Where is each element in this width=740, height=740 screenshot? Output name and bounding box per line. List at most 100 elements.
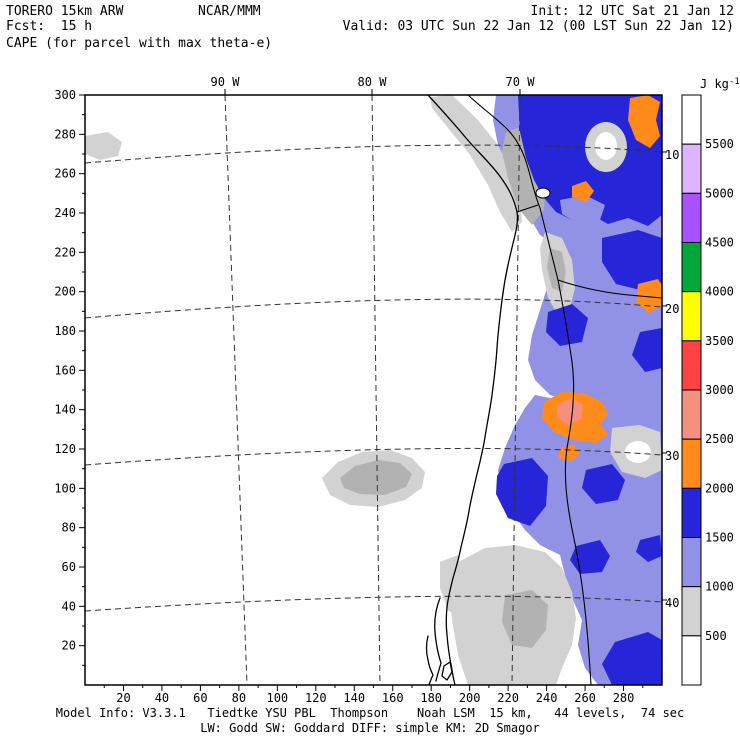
country-border [467,95,592,685]
colorbar-tick-label: 500 [705,629,727,643]
lon-line-90w [224,95,248,685]
axis-tick-label: 180 [420,691,442,705]
bottom-axis: 20 40 60 80 100 120 140 160 180 200 220 240 260 280 [103,685,644,705]
axis-tick-label: 20 [62,639,76,653]
axis-tick-label: 80 [62,521,76,535]
colorbar-segment [681,242,702,293]
axis-tick-label: 20 [116,691,130,705]
axis-tick-label: 300 [54,88,76,102]
cape-hole-white [595,132,617,160]
colorbar-tick-label: 3500 [705,334,734,348]
cape-fill-500 [430,95,522,232]
axis-tick-label: 280 [613,691,635,705]
cape-fill-500 [85,132,122,160]
axis-tick-label: 40 [62,599,76,613]
cape-fill-1500 [602,230,662,290]
colorbar-segment [681,487,702,539]
cape-fill-2000 [636,279,662,313]
cape-fill-1500 [546,304,588,346]
axis-tick-label: 80 [232,691,246,705]
colorbar-segment [681,438,702,489]
lat-line-40s [85,595,662,612]
cape-fill-2500 [557,398,583,425]
cape-hole-white [625,441,651,463]
country-border [516,204,539,213]
axis-tick-label: 60 [62,560,76,574]
model-info-line: Model Info: V3.3.1 Tiedtke YSU PBL Thomp… [55,706,685,720]
axis-tick-label: 160 [382,691,404,705]
colorbar-tick-label: 1000 [705,580,734,594]
graticule [85,95,662,685]
center-label: NCAR/MMM [198,4,261,19]
colorbar-segment [681,291,702,342]
axis-tick-label: 160 [54,363,76,377]
cape-fill-1500 [632,328,662,372]
axis-tick-label: 120 [305,691,327,705]
coastline-island [425,635,434,685]
cape-fill-2000 [558,444,580,461]
colorbar-tick-label: 2000 [705,481,734,495]
axis-tick-label: 260 [54,167,76,181]
cape-fill-1500 [602,632,662,685]
fcst-hour: Fcst: 15 h [6,19,93,34]
axis-tick-label: 260 [574,691,596,705]
axis-tick-label: 220 [54,245,76,259]
left-axis: 300 280 260 240 220 200 180 160 140 120 100 80 60 40 2… [54,88,85,666]
colorbar-segment [681,340,702,391]
colorbar-tick-label: 1500 [705,531,734,545]
axis-tick-label: 40 [155,691,169,705]
colorbar-segment [681,192,702,243]
axis-tick-label: 120 [54,442,76,456]
colorbar-unit-label: J kg-1 [700,77,740,91]
cape-fill-1500 [570,540,610,574]
colorbar-segment [681,389,702,440]
axis-tick-label: 240 [536,691,558,705]
axis-tick-label: 100 [266,691,288,705]
axis-tick-label: 60 [193,691,207,705]
cape-fill-2000 [572,181,594,202]
valid-time: Valid: 03 UTC Sun 22 Jan 12 (00 LST Sun … [342,19,734,34]
colorbar-segment [681,586,702,637]
axis-tick-label: 280 [54,127,76,141]
cape-fill-2000 [628,95,660,148]
axis-tick-label: 140 [54,403,76,417]
colorbar-tick-label: 2500 [705,432,734,446]
map-outline-group [425,95,662,685]
axis-tick-label: 200 [54,285,76,299]
coastline-channel [434,597,442,682]
init-time: Init: 12 UTC Sat 21 Jan 12 [530,4,735,19]
lon-label: 90 W [211,75,241,89]
lat-line-20s [85,298,662,319]
axis-tick-label: 180 [54,324,76,338]
lat-line-10s [85,144,662,164]
cape-fill-gray [502,590,548,648]
colorbar-tick-label: 4000 [705,285,734,299]
colorbar: 5500 5000 4500 4000 3500 3000 2500 2000 1500 1000… [681,94,734,686]
field-title: CAPE (for parcel with max theta-e) [6,36,273,51]
top-lon-labels: 90 W 80 W 70 W [211,75,535,95]
cape-fill-1500 [496,458,548,526]
model-title: TORERO 15km ARW [6,4,124,19]
cape-fill-1500 [582,464,625,504]
colorbar-segment [681,635,702,686]
lake-titicaca [535,187,551,199]
cape-field-group [85,95,662,685]
axis-tick-label: 100 [54,481,76,495]
colorbar-tick-label: 3000 [705,383,734,397]
lat-line-30s [85,447,662,466]
axis-tick-label: 240 [54,206,76,220]
colorbar-tick-label: 4500 [705,236,734,250]
colorbar-segment [681,94,702,145]
colorbar-tick-label: 5500 [705,137,734,151]
coastline-island [441,661,453,681]
colorbar-tick-label: 5000 [705,186,734,200]
country-border [557,279,662,299]
lon-line-70w [511,95,521,685]
colorbar-segment [681,537,702,588]
axis-tick-label: 140 [343,691,365,705]
ocean-low-cape-core [340,460,412,495]
colorbar-segment [681,143,702,194]
axis-tick-label: 200 [459,691,481,705]
physics-info-line: LW: Godd SW: Goddard DIFF: simple KM: 2D… [200,721,540,735]
